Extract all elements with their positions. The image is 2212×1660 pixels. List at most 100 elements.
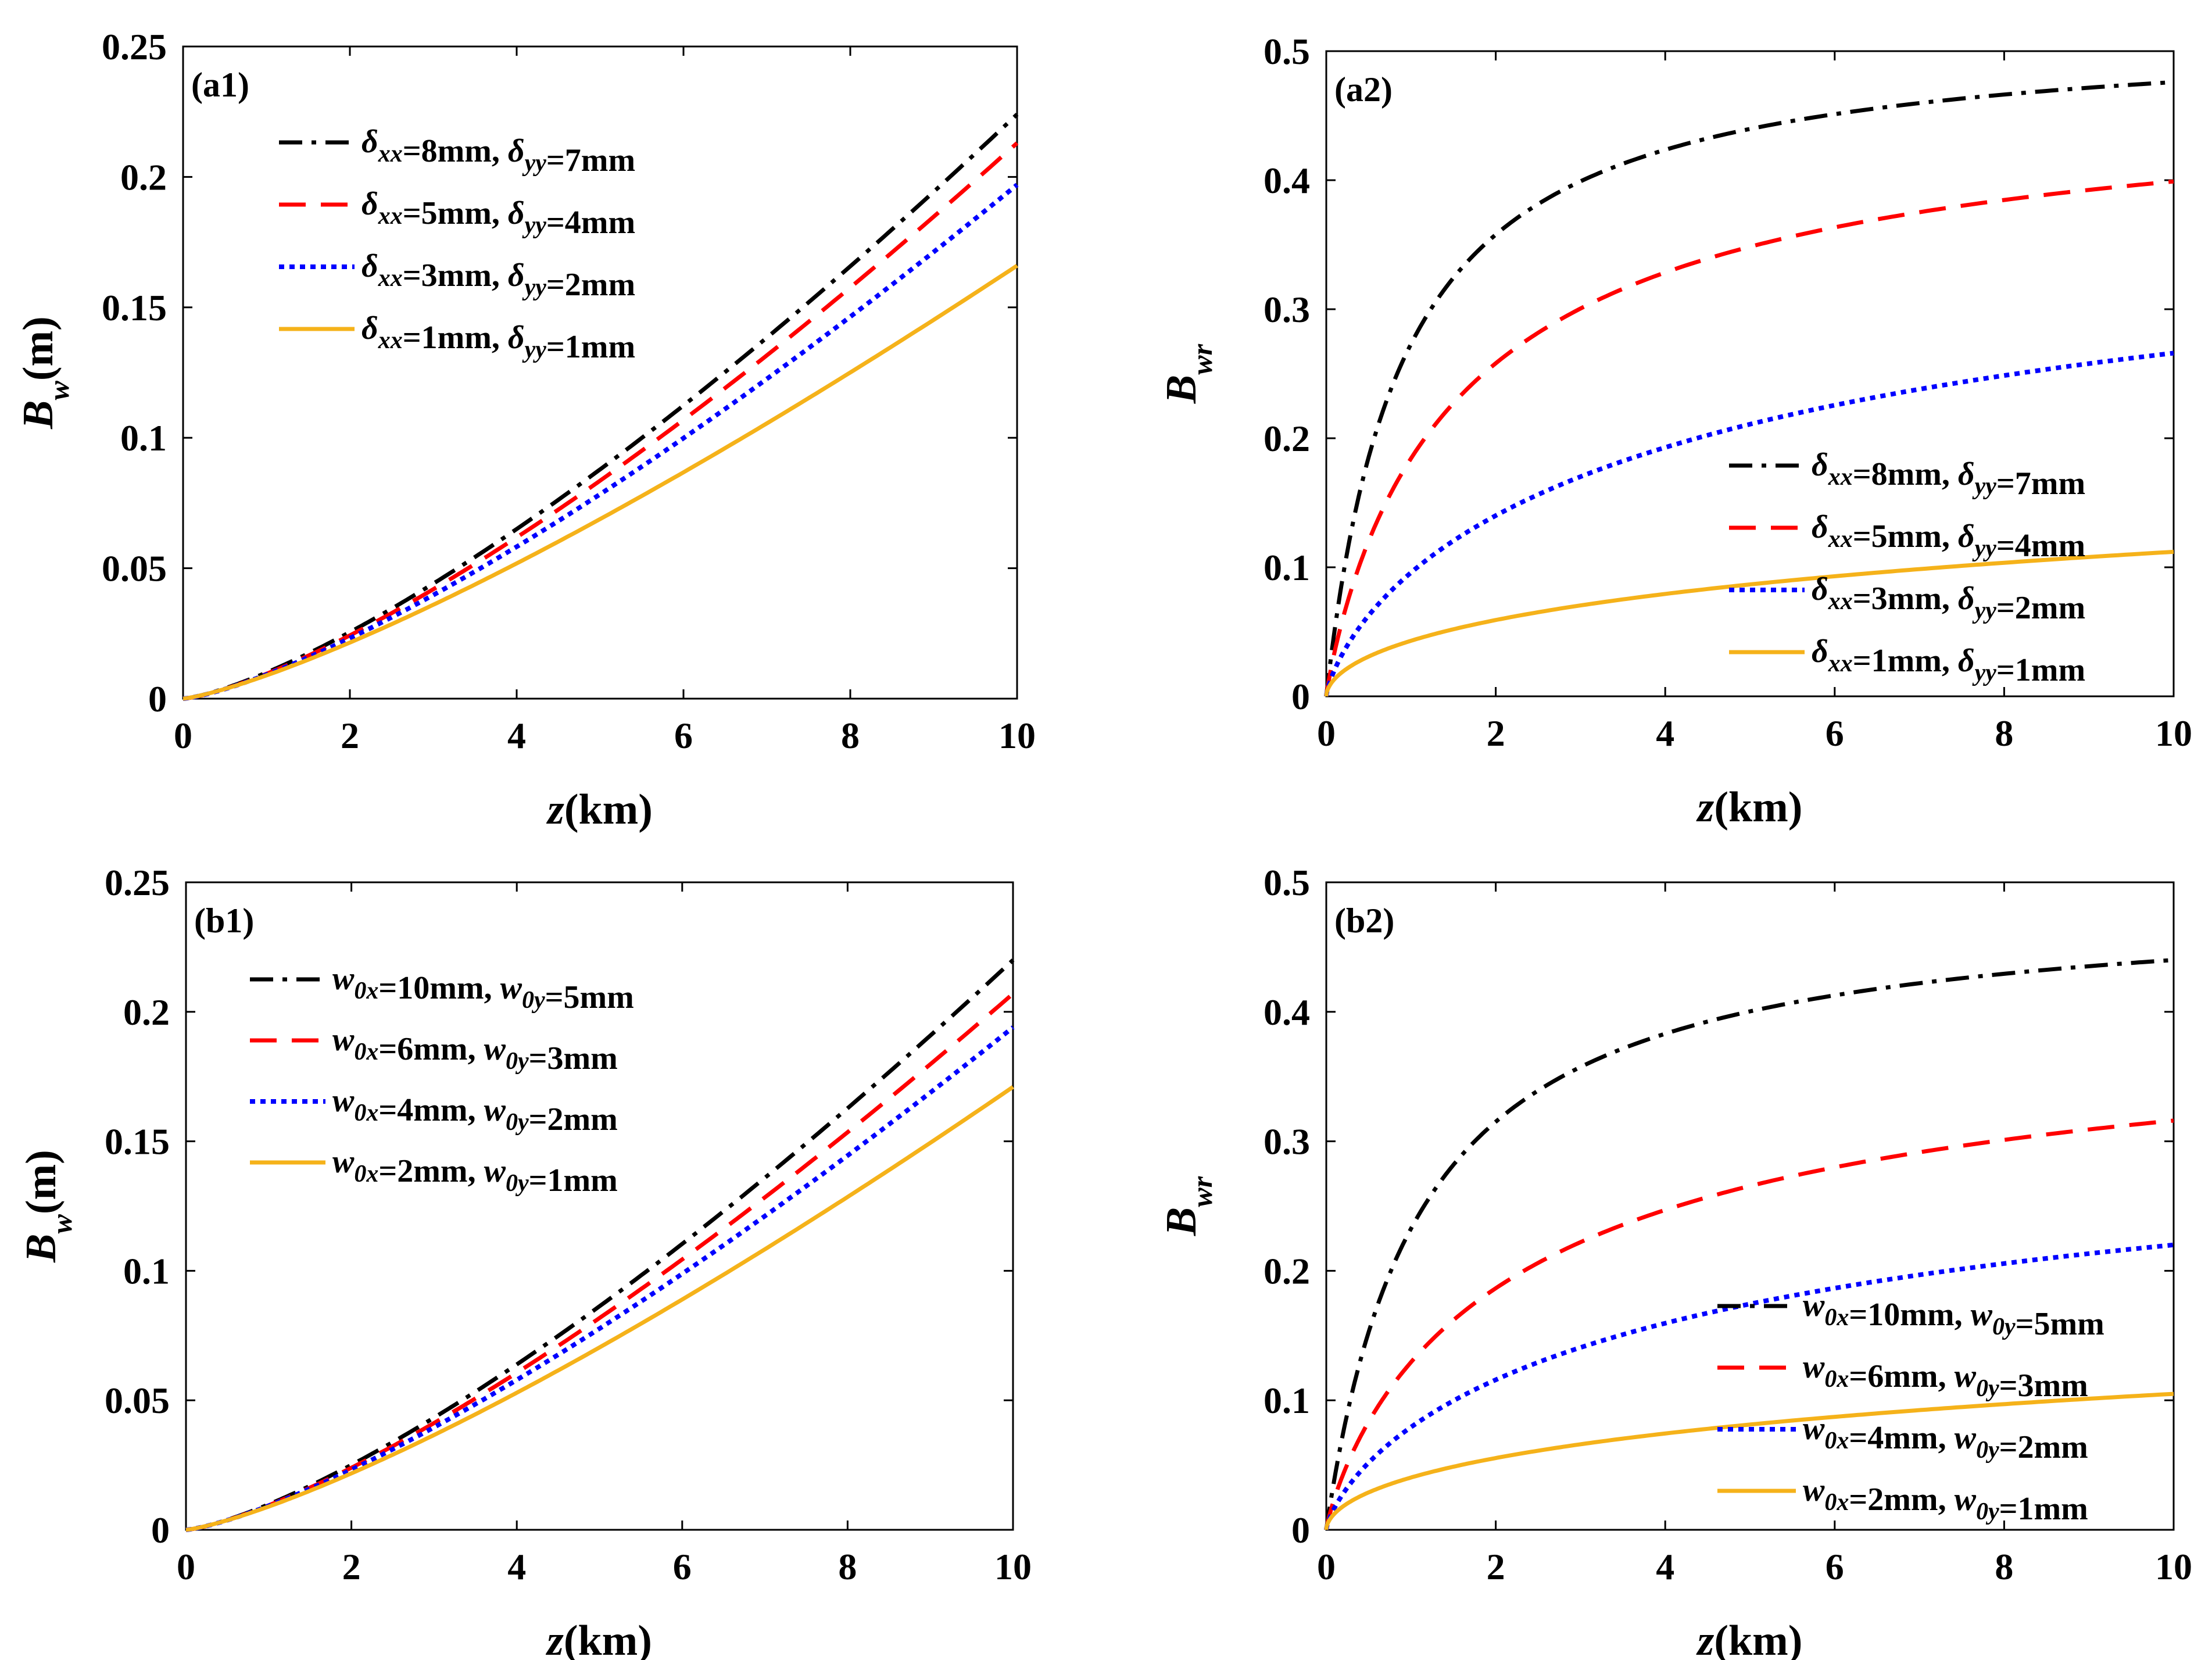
legend-label-1: δxx=8mm, δyy=7mm xyxy=(361,124,635,178)
y-tick-label: 0.4 xyxy=(1264,160,1310,201)
y-tick-label: 0 xyxy=(1291,676,1310,717)
series-line-3 xyxy=(1324,350,2174,699)
panel-label: (b2) xyxy=(1334,901,1394,940)
y-tick-label: 0.2 xyxy=(1264,1250,1310,1291)
series-line-4 xyxy=(181,264,1018,701)
x-tick-label: 10 xyxy=(2155,713,2192,754)
series-line-1 xyxy=(1324,958,2174,1532)
x-tick-label: 0 xyxy=(174,715,192,756)
series-line-4 xyxy=(1324,549,2174,698)
plot-frame xyxy=(182,45,1018,700)
y-tick-label: 0.2 xyxy=(123,992,170,1033)
legend-label-4: δxx=1mm, δyy=1mm xyxy=(361,310,635,365)
y-tick-label: 0.2 xyxy=(120,156,167,198)
x-tick-label: 6 xyxy=(674,715,693,756)
x-tick-label: 4 xyxy=(1656,1546,1674,1587)
y-axis-label: Bw(m) xyxy=(15,316,75,430)
x-tick-label: 4 xyxy=(507,1546,526,1587)
panel-label: (b1) xyxy=(194,901,254,940)
y-tick-label: 0.1 xyxy=(1264,547,1310,588)
x-axis-label: z(km) xyxy=(1696,784,1803,831)
y-tick-label: 0.1 xyxy=(123,1250,170,1291)
series-line-2 xyxy=(1324,1118,2174,1532)
x-axis-label: z(km) xyxy=(545,1617,652,1660)
chart-a1: 0 2 4 6 8 10 0 0.05 0.1 0.15 0.2 0.25 z(km) Bw(m) (a1)… xyxy=(15,26,1036,833)
x-tick-label: 8 xyxy=(841,715,860,756)
y-tick-label: 0.3 xyxy=(1264,289,1310,330)
legend-label-3: δxx=3mm, δyy=2mm xyxy=(361,248,635,303)
plot-frame xyxy=(1325,50,2175,697)
y-axis-label: Bwr xyxy=(1158,344,1218,404)
y-tick-label: 0 xyxy=(148,678,167,720)
legend-label-1: δxx=8mm, δyy=7mm xyxy=(1812,447,2085,502)
plot-frame xyxy=(185,881,1014,1531)
legend-label-1: w0x=10mm, w0y=5mm xyxy=(1803,1287,2104,1342)
y-tick-label: 0.3 xyxy=(1264,1121,1310,1162)
x-tick-label: 2 xyxy=(341,715,359,756)
x-axis-label: z(km) xyxy=(1696,1617,1803,1660)
y-axis-label-group: Bwr xyxy=(1158,1176,1218,1236)
x-tick-label: 6 xyxy=(1826,1546,1844,1587)
series-line-4 xyxy=(1324,1391,2174,1532)
legend-label-4: w0x=2mm, w0y=1mm xyxy=(1803,1472,2088,1527)
x-tick-label: 8 xyxy=(1995,1546,2013,1587)
legend-label-2: w0x=6mm, w0y=3mm xyxy=(1803,1349,2088,1404)
y-tick-label: 0.05 xyxy=(102,548,167,589)
x-tick-label: 10 xyxy=(998,715,1036,756)
x-tick-label: 0 xyxy=(1317,1546,1336,1587)
y-axis-label-group: Bw(m) xyxy=(17,1150,78,1263)
x-tick-label: 2 xyxy=(342,1546,361,1587)
legend: δxx=8mm, δyy=7mm δxx=5mm, δyy=4mm δxx=3mm,… xyxy=(1729,447,2085,688)
x-tick-label: 4 xyxy=(1656,713,1674,754)
panel-label: (a1) xyxy=(191,66,249,104)
x-tick-label: 0 xyxy=(177,1546,195,1587)
x-tick-label: 8 xyxy=(838,1546,857,1587)
legend-label-4: δxx=1mm, δyy=1mm xyxy=(1812,634,2085,688)
y-tick-label: 0.1 xyxy=(120,417,167,459)
legend: δxx=8mm, δyy=7mm δxx=5mm, δyy=4mm δxx=3mm,… xyxy=(279,124,635,365)
y-tick-label: 0.25 xyxy=(102,26,167,67)
y-tick-label: 0.15 xyxy=(102,287,167,328)
series-line-2 xyxy=(1324,179,2174,699)
x-tick-label: 6 xyxy=(673,1546,692,1587)
y-tick-label: 0.15 xyxy=(105,1121,170,1162)
series-line-1 xyxy=(181,113,1019,701)
legend-label-2: w0x=6mm, w0y=3mm xyxy=(332,1022,618,1076)
legend-label-1: w0x=10mm, w0y=5mm xyxy=(332,961,634,1015)
series-line-1 xyxy=(1324,80,2174,699)
series-line-4 xyxy=(184,1085,1014,1532)
series-line-3 xyxy=(181,183,1019,701)
chart-b1: 0 2 4 6 8 10 0 0.05 0.1 0.15 0.2 0.25 z(km) Bw(m) (b1)… xyxy=(17,862,1032,1660)
legend-label-2: δxx=5mm, δyy=4mm xyxy=(1812,509,2085,564)
y-tick-label: 0 xyxy=(151,1509,170,1551)
y-tick-label: 0.1 xyxy=(1264,1380,1310,1421)
legend-label-3: w0x=4mm, w0y=2mm xyxy=(332,1083,618,1137)
legend-label-3: δxx=3mm, δyy=2mm xyxy=(1812,571,2085,626)
y-tick-label: 0 xyxy=(1291,1509,1310,1551)
x-tick-label: 10 xyxy=(2155,1546,2192,1587)
plot-frame xyxy=(1325,881,2175,1531)
chart-b2: 0 2 4 6 8 10 0 0.1 0.2 0.3 0.4 0.5 z(km) Bwr (b2) w0x=1… xyxy=(1158,862,2192,1660)
x-tick-label: 4 xyxy=(507,715,526,756)
x-tick-label: 0 xyxy=(1317,713,1336,754)
legend-label-3: w0x=4mm, w0y=2mm xyxy=(1803,1411,2088,1465)
x-tick-label: 2 xyxy=(1487,1546,1505,1587)
x-tick-label: 10 xyxy=(994,1546,1032,1587)
y-axis-label: Bwr xyxy=(1158,1176,1218,1236)
y-tick-label: 0.5 xyxy=(1264,862,1310,903)
y-axis-label-group: Bw(m) xyxy=(15,316,75,430)
legend-label-2: δxx=5mm, δyy=4mm xyxy=(361,186,635,241)
y-tick-label: 0.5 xyxy=(1264,31,1310,72)
y-axis-label-group: Bwr xyxy=(1158,344,1218,404)
chart-a2: 0 2 4 6 8 10 0 0.1 0.2 0.3 0.4 0.5 z(km) Bwr (a2) δxx=8… xyxy=(1158,31,2192,831)
legend-label-4: w0x=2mm, w0y=1mm xyxy=(332,1144,618,1199)
y-tick-label: 0.05 xyxy=(105,1380,170,1421)
y-tick-label: 0.2 xyxy=(1264,418,1310,459)
y-tick-label: 0.25 xyxy=(105,862,170,903)
panel-label: (a2) xyxy=(1334,70,1393,109)
y-axis-label: Bw(m) xyxy=(17,1150,78,1263)
x-tick-label: 2 xyxy=(1487,713,1505,754)
x-axis-label: z(km) xyxy=(546,786,653,833)
legend: w0x=10mm, w0y=5mm w0x=6mm, w0y=3mm w0x=4mm… xyxy=(250,961,634,1199)
